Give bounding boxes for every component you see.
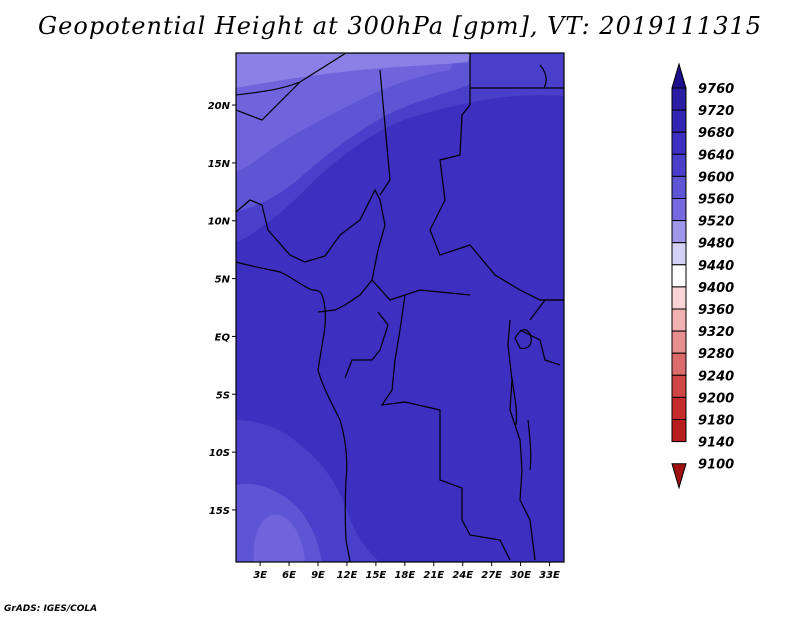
colorbar-swatch	[671, 374, 687, 398]
latitude-axis: 20N 15N 10N 5N EQ 5S 10S 15S	[208, 101, 236, 517]
lon-tick-label: 33E	[539, 570, 560, 581]
west-africa-borders	[236, 188, 386, 313]
chart-title: Geopotential Height at 300hPa [gpm], VT:…	[38, 12, 762, 40]
colorbar-swatch	[671, 419, 687, 443]
colorbar-swatch	[671, 87, 687, 111]
colorbar-label: 9600	[698, 170, 734, 185]
colorbar-swatch	[671, 264, 687, 288]
lat-tick-label: 20N	[208, 101, 231, 112]
colorbar-label: 9400	[698, 281, 734, 296]
lon-tick-label: 12E	[337, 570, 358, 581]
central-africa-borders	[344, 279, 511, 561]
colorbar-label: 9760	[698, 82, 734, 97]
lat-tick-label: 5S	[216, 390, 230, 401]
height-field	[236, 53, 564, 562]
grads-credit: GrADS: IGES/COLA	[4, 604, 98, 614]
lon-tick-label: 21E	[423, 570, 444, 581]
colorbar-label: 9180	[698, 414, 734, 429]
longitude-axis: 3E 6E 9E 12E 15E 18E 21E 24E 27E 30E 33E	[253, 562, 560, 581]
colorbar-swatch	[671, 220, 687, 244]
colorbar-swatch	[671, 352, 687, 376]
lat-tick-label: 15N	[208, 159, 231, 170]
lat-tick-label: 10N	[208, 217, 231, 228]
colorbar-swatch	[671, 153, 687, 177]
colorbar-label: 9200	[698, 391, 734, 406]
lon-tick-label: 6E	[282, 570, 296, 581]
colorbar-label: 9320	[698, 325, 734, 340]
northeast-border	[470, 64, 564, 89]
lon-tick-label: 9E	[311, 570, 325, 581]
map-frame	[235, 52, 565, 563]
lat-tick-label: 15S	[209, 506, 230, 517]
colorbar-label: 9240	[698, 369, 734, 384]
colorbar-label: 9280	[698, 347, 734, 362]
lon-tick-label: 24E	[452, 570, 473, 581]
colorbar-label: 9680	[698, 126, 734, 141]
west-africa-coastline	[236, 261, 351, 562]
colorbar-label: 9360	[698, 303, 734, 318]
colorbar-swatch	[671, 286, 687, 310]
colorbar-label: 9440	[698, 259, 734, 274]
colorbar-label: 9640	[698, 148, 734, 163]
lon-tick-label: 18E	[394, 570, 415, 581]
great-lakes	[511, 329, 532, 471]
colorbar-swatch	[671, 131, 687, 155]
lon-tick-label: 27E	[481, 570, 502, 581]
lat-tick-label: EQ	[215, 332, 231, 343]
colorbar-top-arrow	[671, 62, 687, 89]
sahara-borders	[236, 53, 564, 301]
colorbar-label: 9560	[698, 193, 734, 208]
field-band-9540	[236, 53, 455, 172]
colorbar-swatch	[671, 396, 687, 420]
lat-tick-label: 10S	[209, 448, 230, 459]
colorbar-swatch	[671, 330, 687, 354]
lat-tick-label: 5N	[215, 275, 231, 286]
colorbar-label: 9100	[698, 458, 734, 473]
colorbar-label: 9720	[698, 104, 734, 119]
lon-tick-label: 3E	[253, 570, 267, 581]
coastlines-and-borders	[236, 53, 564, 562]
colorbar-swatch	[671, 242, 687, 266]
colorbar-swatch	[671, 198, 687, 222]
colorbar-swatch	[671, 109, 687, 133]
colorbar-swatch	[671, 175, 687, 199]
lon-tick-label: 15E	[366, 570, 387, 581]
colorbar: 9760 9720 9680 9640 9600 9560 9520 9480 9440 9400…	[671, 62, 734, 490]
colorbar-label: 9480	[698, 237, 734, 252]
colorbar-label: 9140	[698, 436, 734, 451]
field-band-9540-south	[253, 514, 305, 562]
colorbar-label: 9520	[698, 215, 734, 230]
field-band-9520	[236, 53, 470, 88]
colorbar-bottom-arrow	[671, 463, 687, 490]
lon-tick-label: 30E	[510, 570, 531, 581]
colorbar-swatch	[671, 308, 687, 332]
